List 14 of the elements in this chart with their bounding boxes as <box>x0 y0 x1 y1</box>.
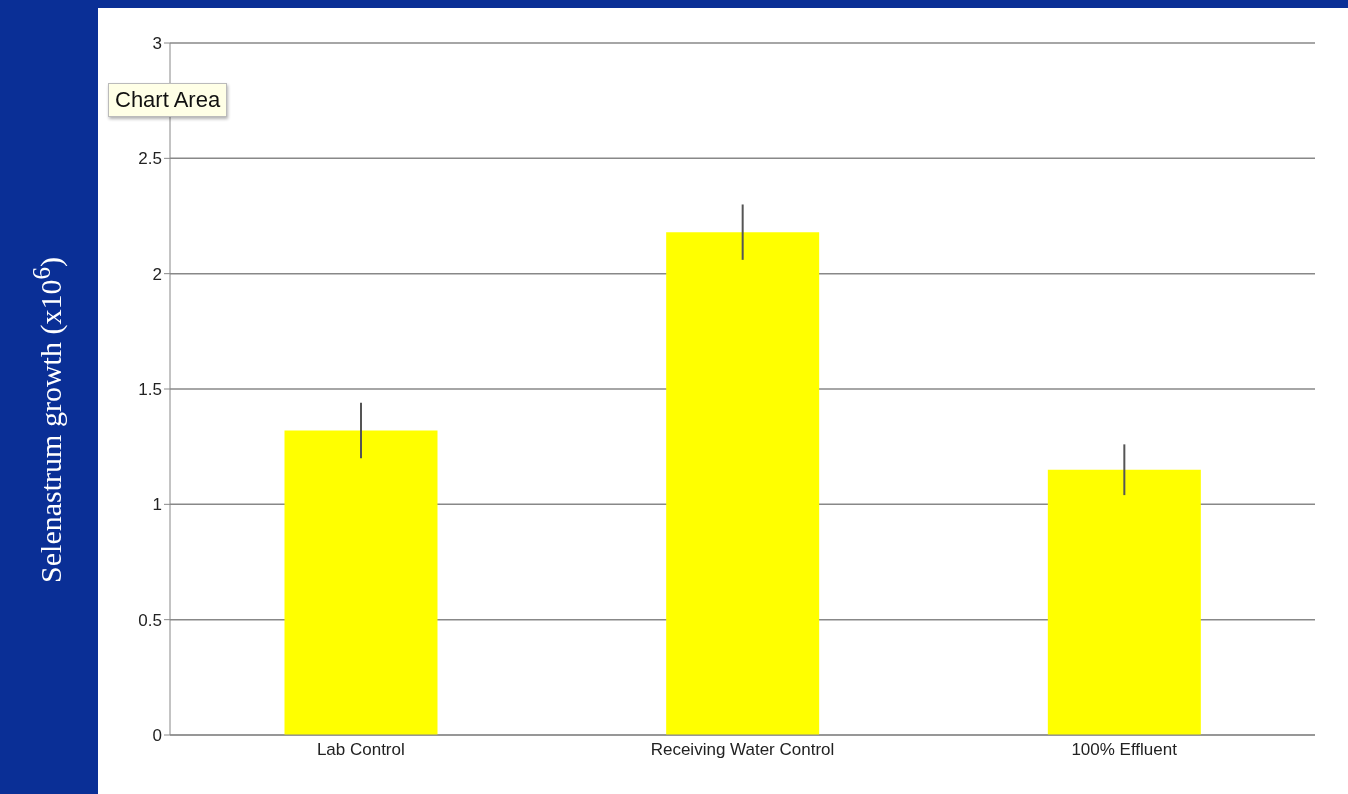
bar <box>284 430 438 735</box>
bar <box>666 232 820 735</box>
y-tick-label: 1 <box>152 495 162 515</box>
x-tick-label: Lab Control <box>316 740 405 760</box>
y-tick-label: 3 <box>152 34 162 54</box>
bar <box>1047 469 1201 735</box>
y-tick-label: 0 <box>152 726 162 746</box>
y-tick-label: 1.5 <box>138 380 162 400</box>
y-tick-label: 0.5 <box>138 610 162 630</box>
annotation: Chart Area <box>108 83 228 117</box>
x-tick-label: 100% Effluent <box>1071 740 1178 760</box>
y-tick-label: 2 <box>152 264 162 284</box>
y-tick-label: 2.5 <box>138 149 162 169</box>
x-tick-label: Receiving Water Control <box>650 740 835 760</box>
